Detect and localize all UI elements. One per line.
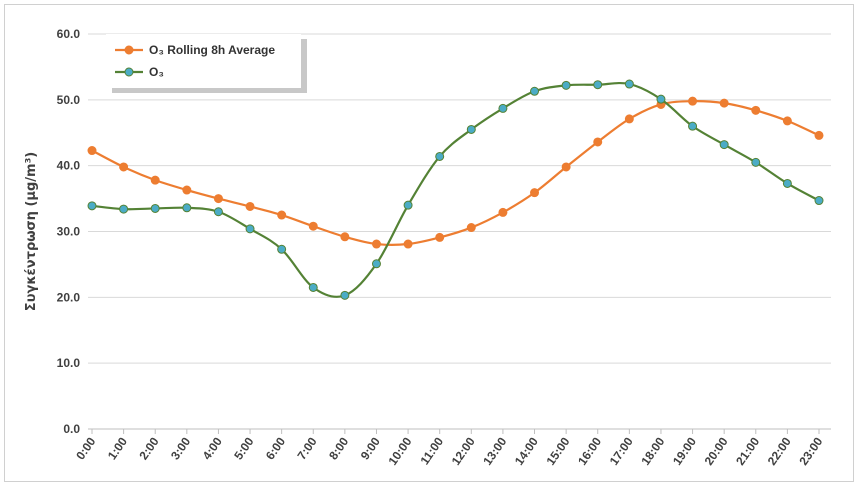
data-point [277,244,287,254]
data-point [782,116,792,126]
data-point [308,282,318,292]
y-tick-label: 20.0 [57,290,81,304]
data-point [593,80,603,90]
data-point [403,239,413,249]
data-point [466,223,476,233]
data-point [371,259,381,269]
data-point [87,201,97,211]
data-point [371,239,381,249]
data-point [782,178,792,188]
y-tick-label: 50.0 [57,93,81,107]
y-axis-label: Συγκέντρωση (μg/m³) [24,152,39,311]
x-tick-label: 13:00 [480,434,509,467]
data-point [119,204,129,214]
data-point [182,203,192,213]
x-tick-label: 7:00 [294,434,319,462]
data-point [593,137,603,147]
legend-marker [124,45,134,55]
chart-svg: 0.0 10.0 20.0 30.0 40.0 50.0 60.0 0:00 1:00 2:00… [24,27,831,468]
x-tick-label: 2:00 [136,434,161,462]
series-line [91,100,820,246]
chart-frame: 0.0 10.0 20.0 30.0 40.0 50.0 60.0 0:00 1:00 2:00… [4,4,854,482]
x-tick-label: 3:00 [168,434,193,462]
data-point [719,140,729,150]
y-tick-label: 0.0 [63,422,80,436]
x-tick-label: 21:00 [733,434,762,467]
data-point [435,151,445,161]
data-point [403,200,413,210]
series-2 [87,79,824,300]
x-tick-label: 14:00 [512,434,541,467]
data-point [751,105,761,115]
x-tick-labels: 0:00 1:00 2:00 3:00 4:00 5:00 6:00 7:00 8:00 9:00… [73,429,826,468]
x-tick-label: 20:00 [702,434,731,467]
data-point [530,86,540,96]
data-point [213,194,223,204]
data-point [624,114,634,124]
legend-marker [124,67,134,77]
legend: O₃ Rolling 8h Average O₃ [106,34,307,93]
data-point [435,232,445,242]
data-point [213,207,223,217]
x-tick-label: 18:00 [638,434,667,467]
x-tick-label: 0:00 [73,434,98,462]
data-point [308,221,318,231]
legend-box [106,34,301,88]
data-point [530,188,540,198]
series-group [87,79,824,300]
data-point [150,203,160,213]
x-tick-label: 17:00 [607,434,636,467]
x-tick-label: 16:00 [575,434,604,467]
x-tick-label: 1:00 [105,434,130,462]
data-point [277,210,287,220]
legend-label: O₃ [149,65,164,79]
y-tick-label: 10.0 [57,356,81,370]
data-point [814,130,824,140]
legend-label: O₃ Rolling 8h Average [149,43,275,57]
data-point [751,157,761,167]
data-point [814,196,824,206]
x-tick-label: 23:00 [796,434,825,467]
y-tick-label: 60.0 [57,27,81,41]
data-point [466,124,476,134]
data-point [498,207,508,217]
series-line [91,81,820,298]
x-tick-label: 12:00 [449,434,478,467]
data-point [688,121,698,131]
data-point [340,290,350,300]
series-1 [87,96,824,249]
data-point [119,162,129,172]
x-tick-label: 8:00 [326,434,351,462]
data-point [656,94,666,104]
x-tick-label: 5:00 [231,434,256,462]
data-point [561,80,571,90]
x-tick-label: 15:00 [544,434,573,467]
x-tick-label: 19:00 [670,434,699,467]
x-tick-label: 6:00 [263,434,288,462]
data-point [719,98,729,108]
x-tick-label: 9:00 [358,434,383,462]
data-point [87,146,97,156]
y-tick-label: 30.0 [57,225,81,239]
x-tick-label: 11:00 [417,434,446,467]
x-tick-label: 4:00 [200,434,225,462]
data-point [624,79,634,89]
data-point [245,224,255,234]
data-point [340,232,350,242]
x-tick-label: 22:00 [765,434,794,467]
data-point [182,185,192,195]
y-tick-label: 40.0 [57,159,81,173]
data-point [150,175,160,185]
data-point [245,201,255,211]
y-tick-labels: 0.0 10.0 20.0 30.0 40.0 50.0 60.0 [57,27,81,436]
data-point [561,162,571,172]
data-point [498,103,508,113]
data-point [688,96,698,106]
x-tick-label: 10:00 [385,434,414,467]
